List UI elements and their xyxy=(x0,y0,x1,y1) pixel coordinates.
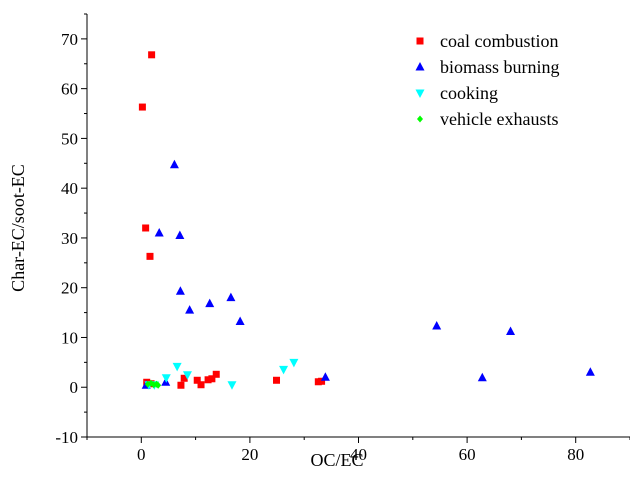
legend-marker-cooking xyxy=(415,89,425,98)
legend-label-biomass-burning: biomass burning xyxy=(440,57,560,77)
y-tick-label: 40 xyxy=(61,179,78,198)
y-tick-label: -10 xyxy=(55,428,78,447)
legend-marker-coal-combustion xyxy=(416,37,424,45)
coal-combustion-point xyxy=(142,224,150,232)
legend-marker-biomass-burning xyxy=(415,62,425,71)
x-axis-title: OC/EC xyxy=(310,450,363,470)
x-tick-label: 20 xyxy=(241,445,258,464)
legend-marker-vehicle-exhausts xyxy=(417,115,423,123)
biomass-burning-point xyxy=(154,227,164,237)
y-tick-label: 70 xyxy=(61,30,78,49)
cooking-point xyxy=(161,374,171,383)
biomass-burning-point xyxy=(506,326,516,335)
x-tick-label: 0 xyxy=(137,445,146,464)
x-tick-label: 80 xyxy=(567,445,584,464)
coal-combustion-point xyxy=(318,377,326,385)
y-tick-label: 0 xyxy=(70,378,79,397)
coal-combustion-point xyxy=(146,252,154,260)
biomass-burning-point xyxy=(585,367,595,376)
cooking-point xyxy=(279,365,289,375)
coal-combustion-point xyxy=(204,376,212,384)
coal-combustion-point xyxy=(177,381,185,389)
cooking-point xyxy=(289,358,299,368)
cooking-point xyxy=(182,371,192,380)
x-tick-label: 60 xyxy=(459,445,476,464)
y-tick-label: 50 xyxy=(61,129,78,148)
coal-combustion-point xyxy=(193,376,201,384)
cooking-point xyxy=(227,381,237,390)
legend: coal combustion biomass burning cooking veh… xyxy=(415,31,560,129)
biomass-burning-point xyxy=(432,321,442,330)
biomass-burning-point xyxy=(185,305,195,314)
axes: 0 20 40 60 80 -10 0 10 20 30 40 50 60 70 xyxy=(55,13,630,464)
legend-label-coal-combustion: coal combustion xyxy=(440,31,558,51)
coal-combustion-point xyxy=(138,103,146,111)
cooking-point xyxy=(172,362,182,372)
biomass-burning-point xyxy=(175,286,185,295)
legend-label-vehicle-exhausts: vehicle exhausts xyxy=(440,109,558,129)
biomass-burning-point xyxy=(477,372,487,382)
coal-combustion-point xyxy=(197,381,205,389)
y-tick-label: 30 xyxy=(61,229,78,248)
y-axis-title: Char-EC/soot-EC xyxy=(8,164,28,292)
biomass-burning-point xyxy=(320,372,330,381)
biomass-burning-point xyxy=(169,159,179,169)
y-tick-label: 60 xyxy=(61,80,78,99)
biomass-burning-point xyxy=(205,298,215,308)
x-tick-label: 40 xyxy=(350,445,367,464)
vehicle-exhausts-point xyxy=(155,381,162,389)
y-tick-label: 10 xyxy=(61,328,78,347)
legend-label-cooking: cooking xyxy=(440,83,498,103)
biomass-burning-point xyxy=(175,230,185,239)
coal-combustion-point xyxy=(273,376,281,384)
coal-combustion-point xyxy=(212,370,220,378)
coal-combustion-point xyxy=(148,51,156,59)
biomass-burning-point xyxy=(235,316,245,326)
coal-combustion-point xyxy=(208,375,216,383)
data-points xyxy=(138,51,595,390)
y-tick-label: 20 xyxy=(61,279,78,298)
biomass-burning-point xyxy=(226,292,236,302)
coal-combustion-point xyxy=(180,374,188,382)
